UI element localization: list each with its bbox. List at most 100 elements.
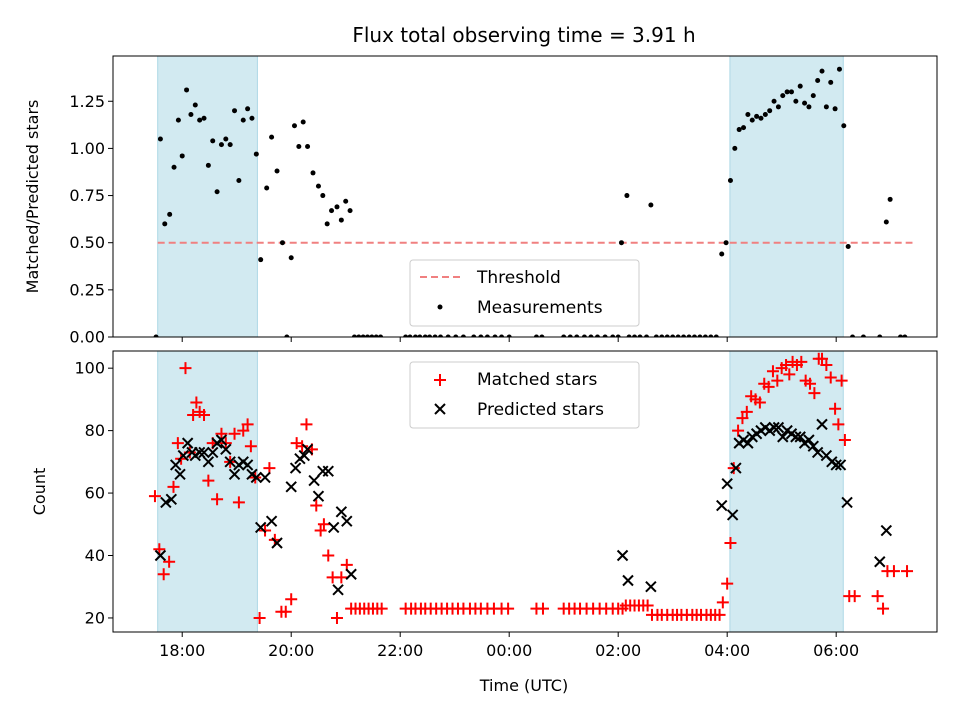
matched-star-point — [887, 565, 900, 578]
x-tick-label: 20:00 — [268, 641, 314, 660]
predicted-star-point — [772, 421, 785, 434]
measurement-point — [713, 334, 719, 337]
measurement-point — [602, 334, 608, 337]
measurement-point — [632, 334, 638, 337]
x-tick-label: 22:00 — [377, 641, 423, 660]
matched-star-point — [835, 374, 848, 387]
measurement-point — [732, 145, 738, 151]
measurement-point — [288, 255, 294, 261]
measurement-point — [637, 334, 643, 337]
matched-star-point — [804, 377, 817, 390]
predicted-star-point — [312, 490, 325, 502]
measurement-point — [236, 177, 242, 183]
measurement-point — [581, 334, 587, 337]
measurement-point — [432, 334, 438, 337]
measurement-point — [365, 334, 371, 337]
matched-star-point — [901, 565, 914, 578]
measurement-point — [417, 334, 423, 337]
x-tick-label: 18:00 — [159, 641, 205, 660]
predicted-star-point — [777, 431, 789, 443]
measurement-point — [723, 240, 729, 246]
measurement-point — [736, 127, 742, 133]
measurement-point — [727, 177, 733, 183]
measurement-point — [860, 334, 866, 337]
matched-star-point — [808, 387, 821, 400]
predicted-legend-label: Predicted stars — [477, 400, 604, 420]
measurement-point — [179, 153, 185, 159]
matched-star-point — [244, 440, 257, 453]
measurement-point — [373, 334, 379, 337]
y-tick-label: 0.25 — [69, 280, 105, 299]
measurement-point — [648, 202, 654, 208]
measurement-point — [284, 334, 290, 337]
predicted-star-point — [254, 521, 267, 534]
matched-star-point — [241, 418, 254, 431]
measurement-point — [258, 257, 264, 263]
measurement-point — [320, 193, 326, 199]
x-tick-label: 06:00 — [813, 641, 859, 660]
matched-star-point — [232, 496, 245, 509]
matched-star-point — [783, 368, 796, 381]
measurement-point — [749, 117, 755, 123]
matched-star-point — [148, 490, 161, 503]
bottom-legend: Matched stars Predicted stars — [409, 361, 640, 429]
measurement-point — [171, 164, 177, 170]
predicted-star-point — [335, 506, 348, 518]
predicted-star-point — [730, 462, 742, 474]
predicted-star-point — [202, 456, 215, 468]
measurement-point — [708, 334, 714, 337]
matched-star-point — [322, 549, 335, 562]
predicted-star-point — [816, 418, 828, 431]
matched-star-point — [829, 402, 842, 415]
observing-window-shade — [729, 56, 844, 337]
matched-legend-marker — [434, 374, 446, 386]
measurement-point — [300, 119, 306, 125]
predicted-star-point — [742, 437, 754, 449]
predicted-star-point — [807, 440, 819, 452]
matched-star-point — [753, 396, 766, 409]
y-tick-label: 40 — [85, 546, 105, 565]
y-tick-label: 0.50 — [69, 233, 105, 252]
measurement-point — [815, 78, 821, 84]
measurement-point — [767, 108, 773, 114]
measurement-point — [438, 334, 444, 337]
predicted-star-point — [169, 459, 182, 471]
predicted-star-point — [616, 549, 629, 562]
matched-star-point — [732, 424, 745, 437]
x-tick-label: 02:00 — [595, 641, 641, 660]
matched-star-point — [285, 593, 298, 606]
predicted-star-point — [220, 443, 232, 456]
measurement-point — [823, 104, 829, 110]
predicted-star-point — [298, 449, 310, 462]
x-tick-label: 04:00 — [704, 641, 750, 660]
measurement-point — [360, 334, 366, 337]
x-tick-label: 00:00 — [486, 641, 532, 660]
top-legend: Threshold Measurements — [409, 259, 640, 327]
predicted-star-point — [830, 459, 842, 471]
measurement-point — [793, 98, 799, 104]
measurement-point — [240, 117, 246, 123]
matched-star-point — [157, 568, 170, 581]
measurement-point — [691, 334, 697, 337]
matched-star-point — [871, 590, 884, 603]
matched-star-point — [317, 518, 330, 531]
measurement-point — [887, 196, 893, 202]
measurement-point — [615, 334, 621, 337]
matched-star-point — [641, 599, 654, 612]
predicted-star-point — [622, 574, 634, 587]
measurement-point — [626, 334, 632, 337]
measurement-point — [702, 334, 708, 337]
measurement-point — [836, 66, 842, 72]
measurement-point — [741, 125, 747, 131]
predicted-legend-marker — [434, 403, 446, 415]
predicted-star-point — [645, 581, 657, 593]
measurement-point — [681, 334, 687, 337]
matched-star-point — [740, 405, 753, 418]
observing-window-shade — [729, 351, 844, 632]
y-tick-label: 0.75 — [69, 186, 105, 205]
measurement-point — [175, 117, 181, 123]
predicted-star-point — [803, 434, 815, 446]
matched-star-point — [721, 577, 734, 590]
measurement-point — [279, 240, 285, 246]
